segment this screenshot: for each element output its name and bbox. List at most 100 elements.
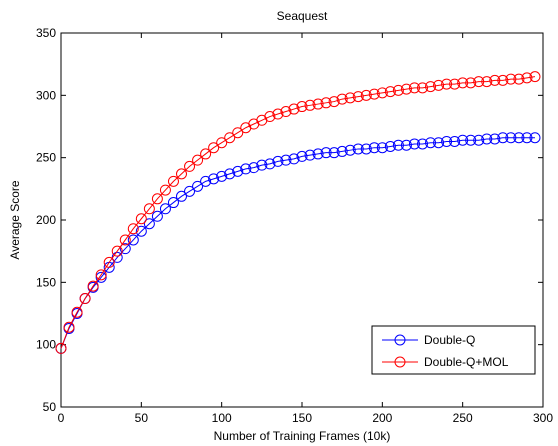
data-point-double-q	[127, 234, 139, 246]
data-point-double-q-mol	[457, 77, 469, 89]
data-point-double-q	[167, 197, 179, 209]
data-point-double-q-mol	[232, 127, 244, 139]
legend: Double-Q Double-Q+MOL	[371, 325, 536, 375]
x-axis-label: Number of Training Frames (10k)	[214, 429, 391, 443]
data-point-double-q-mol	[320, 97, 332, 109]
y-tick-label: 200	[36, 213, 56, 227]
data-point-double-q	[481, 133, 493, 145]
data-point-double-q-mol	[119, 234, 131, 246]
data-point-double-q	[328, 147, 340, 159]
data-point-double-q-mol	[408, 82, 420, 94]
data-point-double-q-mol	[336, 93, 348, 105]
legend-box	[371, 325, 536, 375]
data-point-double-q	[529, 132, 541, 144]
data-point-double-q	[505, 132, 517, 144]
data-point-double-q	[304, 149, 316, 161]
data-point-double-q	[352, 143, 364, 155]
data-point-double-q	[521, 132, 533, 144]
data-point-double-q	[376, 142, 388, 154]
data-point-double-q	[256, 159, 268, 171]
data-point-double-q	[119, 243, 131, 255]
legend-marker-double-q-mol	[394, 356, 406, 368]
x-tick-label: 250	[453, 411, 473, 425]
data-point-double-q-mol	[328, 96, 340, 108]
data-point-double-q	[192, 180, 204, 192]
x-tick-label: 300	[533, 411, 553, 425]
x-tick-label: 0	[58, 411, 65, 425]
data-point-double-q	[408, 138, 420, 150]
data-point-double-q-mol	[489, 74, 501, 86]
data-point-double-q	[473, 134, 485, 146]
data-point-double-q-mol	[55, 342, 67, 354]
data-point-double-q-mol	[400, 83, 412, 95]
data-point-double-q-mol	[465, 77, 477, 89]
data-point-double-q-mol	[224, 132, 236, 144]
data-point-double-q	[272, 155, 284, 167]
data-point-double-q	[441, 135, 453, 147]
data-point-double-q	[465, 134, 477, 146]
data-point-double-q-mol	[368, 88, 380, 100]
data-point-double-q	[497, 132, 509, 144]
data-point-double-q	[232, 165, 244, 177]
x-tick-label: 150	[292, 411, 312, 425]
data-point-double-q	[368, 142, 380, 154]
data-point-double-q-mol	[95, 269, 107, 281]
data-point-double-q-mol	[127, 223, 139, 235]
data-point-double-q-mol	[529, 71, 541, 83]
data-point-double-q	[296, 150, 308, 162]
data-point-double-q-mol	[497, 74, 509, 86]
data-point-double-q	[264, 158, 276, 170]
data-point-double-q	[513, 132, 525, 144]
data-point-double-q	[135, 225, 147, 237]
data-point-double-q-mol	[505, 73, 517, 85]
data-point-double-q	[151, 210, 163, 222]
data-point-double-q-mol	[473, 76, 485, 88]
data-point-double-q	[312, 148, 324, 160]
data-point-double-q-mol	[449, 78, 461, 90]
data-point-double-q	[425, 137, 437, 149]
data-point-double-q-mol	[111, 245, 123, 257]
y-tick-label: 350	[36, 26, 56, 40]
data-point-double-q-mol	[441, 78, 453, 90]
data-point-double-q-mol	[167, 175, 179, 187]
data-point-double-q	[216, 170, 228, 182]
y-tick-label: 150	[36, 275, 56, 289]
data-point-double-q	[384, 140, 396, 152]
data-point-double-q	[248, 162, 260, 174]
data-point-double-q	[95, 271, 107, 283]
data-point-double-q-mol	[352, 91, 364, 103]
data-point-double-q	[457, 134, 469, 146]
data-point-double-q-mol	[288, 103, 300, 115]
x-tick-label: 50	[135, 411, 149, 425]
legend-label-double-q-mol: Double-Q+MOL	[424, 355, 509, 369]
data-point-double-q	[433, 137, 445, 149]
data-point-double-q-mol	[151, 193, 163, 205]
data-point-double-q-mol	[135, 213, 147, 225]
data-point-double-q-mol	[216, 137, 228, 149]
data-point-double-q-mol	[425, 81, 437, 93]
y-axis-label: Average Score	[8, 180, 22, 259]
data-point-double-q-mol	[433, 79, 445, 91]
x-tick-label: 200	[372, 411, 392, 425]
data-point-double-q-mol	[79, 293, 91, 305]
data-point-double-q-mol	[87, 280, 99, 292]
data-point-double-q-mol	[296, 101, 308, 113]
data-point-double-q-mol	[312, 98, 324, 110]
data-point-double-q-mol	[272, 108, 284, 120]
data-point-double-q	[200, 175, 212, 187]
data-point-double-q-mol	[264, 111, 276, 123]
x-tick-label: 100	[212, 411, 232, 425]
data-point-double-q	[344, 144, 356, 156]
data-point-double-q	[184, 185, 196, 197]
data-point-double-q	[400, 139, 412, 151]
series-double-q-mol	[55, 71, 541, 354]
data-point-double-q	[240, 163, 252, 175]
data-point-double-q-mol	[176, 168, 187, 180]
data-point-double-q-mol	[481, 76, 493, 88]
data-point-double-q	[392, 139, 404, 151]
series-layer	[55, 71, 541, 354]
legend-label-double-q: Double-Q	[424, 333, 475, 347]
data-point-double-q	[360, 143, 372, 155]
